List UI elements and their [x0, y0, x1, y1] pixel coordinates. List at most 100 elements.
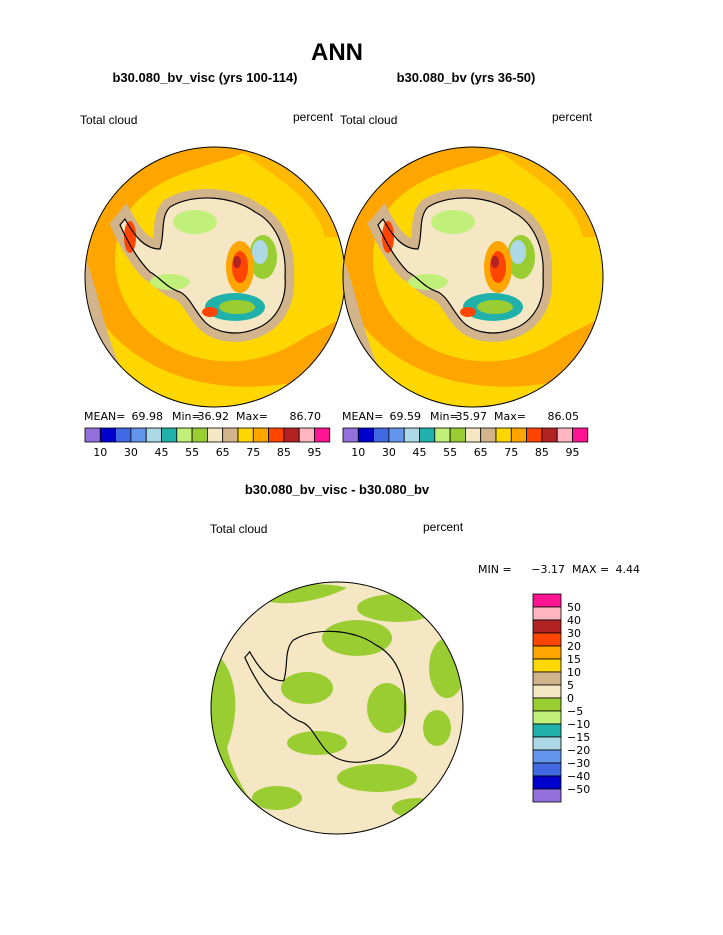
colorbar-label: 65 — [216, 446, 230, 459]
colorbar-box — [510, 427, 527, 443]
panel-left-label: Total cloud — [340, 113, 397, 127]
colorbar-box — [556, 427, 573, 443]
colorbar-box — [314, 427, 331, 443]
panel-right-label: percent — [552, 110, 593, 124]
colorbar-label: 45 — [155, 446, 169, 459]
colorbar-label: 50 — [567, 601, 581, 614]
colorbar-label: 10 — [93, 446, 107, 459]
colorbar-box — [532, 762, 562, 777]
colorbar-box — [191, 427, 208, 443]
min-value: −3.17 — [531, 563, 565, 576]
colorbar-box — [99, 427, 117, 443]
colorbar-label: 30 — [382, 446, 396, 459]
colorbar-box — [480, 427, 497, 443]
colorbar-label: −30 — [567, 757, 590, 770]
colorbar-label: 75 — [504, 446, 518, 459]
colorbar-label: 10 — [567, 666, 581, 679]
colorbar-box — [434, 427, 451, 443]
colorbar-box — [532, 606, 562, 621]
colorbar-label: 30 — [124, 446, 138, 459]
difference-map — [210, 581, 464, 835]
stat-name: Min= — [172, 410, 201, 423]
colorbar-label: 65 — [474, 446, 488, 459]
colorbar-box — [161, 427, 178, 443]
colorbar-box — [532, 645, 562, 660]
colorbar-label: 0 — [567, 692, 574, 705]
colorbar-box — [572, 427, 589, 443]
colorbar-box — [252, 427, 270, 443]
panel-title: b30.080_bv (yrs 36-50) — [397, 70, 536, 85]
colorbar-box — [176, 427, 193, 443]
colorbar-box — [388, 427, 405, 443]
figure-title: ANN — [311, 39, 363, 66]
colorbar-label: 15 — [567, 653, 581, 666]
colorbar-box — [206, 427, 224, 443]
colorbar-box — [373, 427, 390, 443]
colorbar-label: 85 — [277, 446, 291, 459]
colorbar-box — [532, 697, 562, 712]
colorbar-box — [532, 684, 562, 699]
colorbar-label: 40 — [567, 614, 581, 627]
colorbar-box — [357, 427, 374, 443]
colorbar-box — [115, 427, 132, 443]
colorbar-box — [532, 749, 562, 764]
colorbar-label: −10 — [567, 718, 590, 731]
min-name: MIN = — [478, 563, 512, 576]
colorbar-box — [268, 427, 285, 443]
stat-value: 36.92 — [198, 410, 230, 423]
colorbar-label: 45 — [413, 446, 427, 459]
stat-value: 69.59 — [390, 410, 422, 423]
colorbar-label: −40 — [567, 770, 590, 783]
colorbar-box — [532, 775, 562, 790]
colorbar-box — [532, 736, 562, 751]
colorbar-box — [532, 788, 562, 803]
colorbar-box — [532, 723, 562, 738]
colorbar-label: 5 — [567, 679, 574, 692]
colorbar-label: −50 — [567, 783, 590, 796]
panel-right-label: percent — [293, 110, 334, 124]
colorbar-label: 55 — [185, 446, 199, 459]
stat-value: 86.70 — [290, 410, 322, 423]
colorbar-box — [84, 427, 101, 443]
colorbar-box — [342, 427, 359, 443]
panel-left-label: Total cloud — [210, 522, 267, 536]
colorbar-label: 30 — [567, 627, 581, 640]
colorbar-box — [403, 427, 420, 443]
colorbar-box — [298, 427, 315, 443]
colorbar-box — [532, 658, 562, 673]
colorbar-box — [532, 619, 562, 634]
colorbar-box — [419, 427, 436, 443]
colorbar-box — [532, 593, 562, 608]
colorbar-box — [464, 427, 482, 443]
colorbar-box — [130, 427, 147, 443]
colorbar-box — [532, 632, 562, 647]
stat-name: Max= — [236, 410, 268, 423]
panel-left-label: Total cloud — [80, 113, 137, 127]
colorbar-box — [237, 427, 254, 443]
colorbar-label: −15 — [567, 731, 590, 744]
colorbar-label: 55 — [443, 446, 457, 459]
stat-name: Max= — [494, 410, 526, 423]
stat-name: MEAN= — [342, 410, 383, 423]
stat-value: 86.05 — [548, 410, 580, 423]
colorbar-label: −20 — [567, 744, 590, 757]
map — [79, 147, 345, 407]
max-value: 4.44 — [616, 563, 641, 576]
stat-value: 69.98 — [132, 410, 164, 423]
panel-title: b30.080_bv_visc (yrs 100-114) — [112, 70, 297, 85]
colorbar-box — [222, 427, 239, 443]
map — [337, 147, 603, 407]
colorbar-box — [283, 427, 300, 443]
colorbar-box — [495, 427, 512, 443]
colorbar-label: 85 — [535, 446, 549, 459]
stat-name: MEAN= — [84, 410, 125, 423]
colorbar-box — [526, 427, 543, 443]
colorbar-label: 75 — [246, 446, 260, 459]
colorbar-box — [532, 710, 562, 725]
stat-value: 35.97 — [456, 410, 488, 423]
difference-title: b30.080_bv_visc - b30.080_bv — [245, 482, 430, 497]
colorbar-label: 95 — [308, 446, 322, 459]
colorbar-box — [541, 427, 558, 443]
stat-name: Min= — [430, 410, 459, 423]
